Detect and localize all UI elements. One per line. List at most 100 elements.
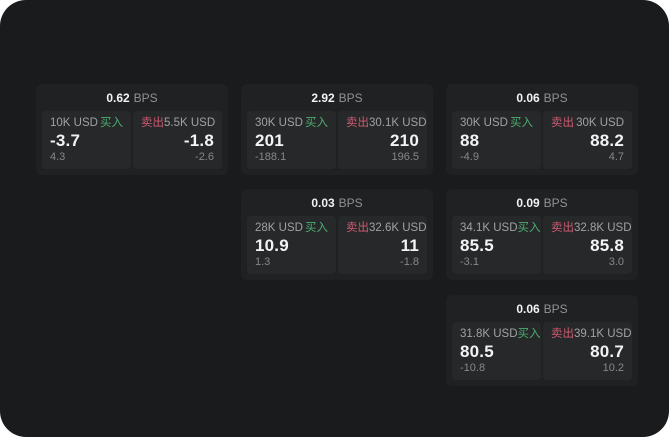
sell-side-label: 卖出 [551, 117, 574, 129]
sell-amount: 32.8K USD [574, 222, 632, 234]
buy-panel-top: 34.1K USD 买入 [460, 222, 541, 235]
card-body: 31.8K USD 买入 80.5 -10.8 卖出 39.1K USD 80.… [446, 322, 638, 380]
buy-sub-value: -4.9 [460, 151, 479, 163]
sell-panel-top: 卖出 32.6K USD [346, 222, 427, 235]
buy-panel[interactable]: 34.1K USD 买入 85.5 -3.1 [452, 216, 541, 274]
sell-panel-top: 卖出 30.1K USD [346, 117, 427, 130]
sell-amount: 30K USD [576, 117, 624, 129]
buy-panel-top: 30K USD 买入 [255, 117, 328, 130]
bps-value: 0.09 [516, 195, 540, 210]
buy-side-label: 买入 [510, 117, 533, 129]
bps-value: 0.62 [106, 90, 130, 105]
sell-amount: 5.5K USD [164, 117, 216, 129]
card-body: 28K USD 买入 10.9 1.3 卖出 32.6K USD 11 -1.8 [241, 216, 433, 274]
buy-sub-value: -10.8 [460, 362, 486, 374]
sell-panel[interactable]: 卖出 30.1K USD 210 196.5 [338, 111, 427, 169]
sell-amount: 30.1K USD [369, 117, 427, 129]
card-body: 30K USD 买入 201 -188.1 卖出 30.1K USD 210 1… [241, 111, 433, 169]
buy-amount: 34.1K USD [460, 222, 518, 234]
quote-card-5: 0.09 BPS 34.1K USD 买入 85.5 -3.1 卖出 32.8K… [446, 189, 638, 280]
buy-price: 88 [460, 131, 480, 151]
sell-side-label: 卖出 [141, 117, 164, 129]
sell-sub-value: -1.8 [400, 256, 419, 268]
sell-panel-top: 卖出 32.8K USD [551, 222, 632, 235]
buy-sub-value: 4.3 [50, 151, 66, 163]
sell-side-label: 卖出 [551, 222, 574, 234]
sell-panel[interactable]: 卖出 32.6K USD 11 -1.8 [338, 216, 427, 274]
bps-value: 0.03 [311, 195, 335, 210]
buy-price: 201 [255, 131, 284, 151]
bps-unit: BPS [338, 195, 363, 210]
buy-amount: 10K USD [50, 117, 98, 129]
buy-amount: 31.8K USD [460, 328, 518, 340]
sell-side-label: 卖出 [346, 117, 369, 129]
sell-panel-top: 卖出 30K USD [551, 117, 624, 130]
sell-amount: 39.1K USD [574, 328, 632, 340]
bps-header: 0.09 BPS [446, 189, 638, 216]
sell-panel-top: 卖出 39.1K USD [551, 328, 632, 341]
buy-side-label: 买入 [100, 117, 123, 129]
bps-header: 0.06 BPS [446, 295, 638, 322]
buy-side-label: 买入 [517, 222, 541, 234]
buy-panel[interactable]: 31.8K USD 买入 80.5 -10.8 [452, 322, 541, 380]
buy-panel-top: 28K USD 买入 [255, 222, 328, 235]
bps-value: 2.92 [311, 90, 335, 105]
buy-sub-value: -3.1 [460, 256, 479, 268]
buy-panel[interactable]: 30K USD 买入 88 -4.9 [452, 111, 541, 169]
buy-panel-top: 31.8K USD 买入 [460, 328, 541, 341]
sell-amount: 32.6K USD [369, 222, 427, 234]
bps-value: 0.06 [516, 301, 540, 316]
sell-side-label: 卖出 [551, 328, 574, 340]
buy-price: -3.7 [50, 131, 81, 151]
sell-price: 88.2 [590, 131, 624, 151]
buy-amount: 30K USD [460, 117, 508, 129]
sell-sub-value: 4.7 [608, 151, 624, 163]
buy-amount: 30K USD [255, 117, 303, 129]
bps-value: 0.06 [516, 90, 540, 105]
buy-panel[interactable]: 30K USD 买入 201 -188.1 [247, 111, 336, 169]
buy-amount: 28K USD [255, 222, 303, 234]
buy-side-label: 买入 [305, 117, 328, 129]
buy-price: 80.5 [460, 342, 494, 362]
quote-card-6: 0.06 BPS 31.8K USD 买入 80.5 -10.8 卖出 39.1… [446, 295, 638, 386]
bps-unit: BPS [133, 90, 158, 105]
quote-card-2: 2.92 BPS 30K USD 买入 201 -188.1 卖出 30.1K … [241, 84, 433, 175]
bps-header: 0.62 BPS [36, 84, 228, 111]
buy-sub-value: -188.1 [255, 151, 287, 163]
buy-sub-value: 1.3 [255, 256, 271, 268]
bps-unit: BPS [338, 90, 363, 105]
sell-panel[interactable]: 卖出 39.1K USD 80.7 10.2 [543, 322, 632, 380]
bps-header: 0.03 BPS [241, 189, 433, 216]
sell-price: -1.8 [183, 131, 214, 151]
card-body: 10K USD 买入 -3.7 4.3 卖出 5.5K USD -1.8 -2.… [36, 111, 228, 169]
bps-unit: BPS [543, 90, 568, 105]
buy-price: 10.9 [255, 236, 289, 256]
buy-panel-top: 10K USD 买入 [50, 117, 123, 130]
quote-card-3: 0.06 BPS 30K USD 买入 88 -4.9 卖出 30K USD [446, 84, 638, 175]
bps-unit: BPS [543, 195, 568, 210]
quote-card-4: 0.03 BPS 28K USD 买入 10.9 1.3 卖出 32.6K US… [241, 189, 433, 280]
sell-panel[interactable]: 卖出 5.5K USD -1.8 -2.6 [133, 111, 222, 169]
sell-price: 85.8 [590, 236, 624, 256]
bps-header: 2.92 BPS [241, 84, 433, 111]
sell-sub-value: 3.0 [608, 256, 624, 268]
sell-price: 80.7 [590, 342, 624, 362]
sell-price: 210 [390, 131, 419, 151]
quote-card-1: 0.62 BPS 10K USD 买入 -3.7 4.3 卖出 5.5K USD [36, 84, 228, 175]
sell-panel[interactable]: 卖出 30K USD 88.2 4.7 [543, 111, 632, 169]
sell-side-label: 卖出 [346, 222, 369, 234]
buy-panel-top: 30K USD 买入 [460, 117, 533, 130]
buy-panel[interactable]: 10K USD 买入 -3.7 4.3 [42, 111, 131, 169]
buy-side-label: 买入 [517, 328, 541, 340]
buy-panel[interactable]: 28K USD 买入 10.9 1.3 [247, 216, 336, 274]
card-body: 34.1K USD 买入 85.5 -3.1 卖出 32.8K USD 85.8… [446, 216, 638, 274]
sell-panel-top: 卖出 5.5K USD [141, 117, 216, 130]
sell-sub-value: 196.5 [391, 151, 419, 163]
buy-price: 85.5 [460, 236, 494, 256]
bps-unit: BPS [543, 301, 568, 316]
sell-panel[interactable]: 卖出 32.8K USD 85.8 3.0 [543, 216, 632, 274]
sell-price: 11 [400, 236, 419, 256]
sell-sub-value: 10.2 [602, 362, 624, 374]
buy-side-label: 买入 [305, 222, 328, 234]
